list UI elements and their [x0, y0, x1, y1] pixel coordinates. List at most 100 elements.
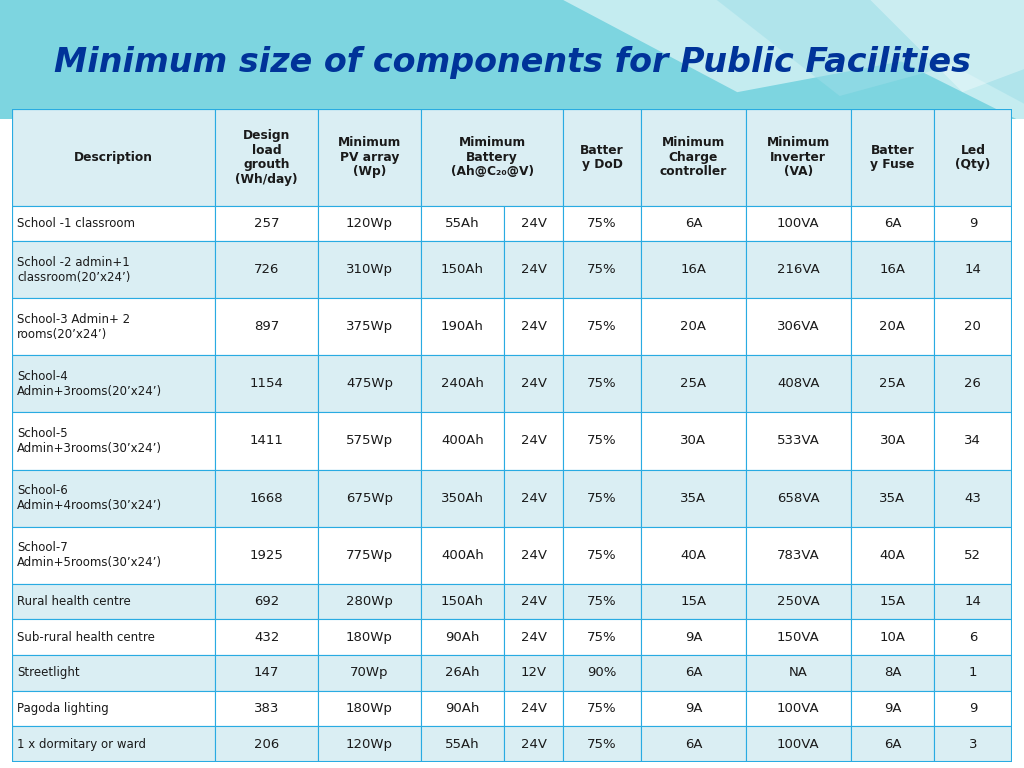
Bar — [641, 690, 745, 727]
Text: 24V: 24V — [520, 737, 547, 750]
Bar — [215, 655, 318, 690]
Bar — [641, 109, 745, 206]
Bar — [745, 469, 851, 527]
Text: 75%: 75% — [588, 263, 616, 276]
Text: 575Wp: 575Wp — [346, 435, 393, 448]
Text: 180Wp: 180Wp — [346, 631, 393, 644]
Text: 150Ah: 150Ah — [441, 595, 484, 608]
Bar — [563, 727, 641, 762]
Text: 15A: 15A — [680, 595, 707, 608]
Bar — [318, 109, 421, 206]
Bar — [934, 299, 1012, 356]
Text: 147: 147 — [254, 666, 280, 679]
Bar — [421, 584, 504, 619]
Text: 20: 20 — [965, 320, 981, 333]
Bar — [215, 299, 318, 356]
Bar — [851, 109, 934, 206]
Bar — [12, 727, 215, 762]
Bar — [934, 356, 1012, 412]
Bar — [934, 527, 1012, 584]
Text: 16A: 16A — [880, 263, 905, 276]
Bar — [318, 527, 421, 584]
Bar — [641, 469, 745, 527]
Bar — [215, 619, 318, 655]
Text: 30A: 30A — [880, 435, 905, 448]
Bar — [641, 655, 745, 690]
Text: 692: 692 — [254, 595, 280, 608]
Bar — [215, 412, 318, 469]
Bar — [563, 527, 641, 584]
Text: 726: 726 — [254, 263, 280, 276]
Text: Sub-rural health centre: Sub-rural health centre — [17, 631, 156, 644]
Bar — [745, 356, 851, 412]
Text: 8A: 8A — [884, 666, 901, 679]
Bar — [851, 690, 934, 727]
Text: 24V: 24V — [520, 631, 547, 644]
Text: 1154: 1154 — [250, 377, 284, 390]
Bar — [215, 241, 318, 299]
Bar — [851, 655, 934, 690]
Bar — [504, 469, 563, 527]
Bar — [12, 619, 215, 655]
Text: 75%: 75% — [588, 492, 616, 505]
Text: 475Wp: 475Wp — [346, 377, 393, 390]
Bar — [851, 527, 934, 584]
Bar — [318, 206, 421, 241]
Text: 14: 14 — [965, 263, 981, 276]
Bar — [215, 109, 318, 206]
Bar — [934, 412, 1012, 469]
Bar — [504, 727, 563, 762]
Bar — [12, 655, 215, 690]
Bar — [934, 109, 1012, 206]
Bar — [563, 655, 641, 690]
Bar — [563, 584, 641, 619]
Text: School -2 admin+1
classroom(20’x24’): School -2 admin+1 classroom(20’x24’) — [17, 256, 131, 284]
Text: Rural health centre: Rural health centre — [17, 595, 131, 608]
Bar — [745, 655, 851, 690]
Bar — [0, 0, 1024, 119]
Bar — [318, 619, 421, 655]
Bar — [745, 527, 851, 584]
Bar — [504, 584, 563, 619]
Text: School-6
Admin+4rooms(30’x24’): School-6 Admin+4rooms(30’x24’) — [17, 484, 163, 512]
Bar — [318, 299, 421, 356]
Bar — [641, 619, 745, 655]
Text: 1: 1 — [969, 666, 977, 679]
Text: 432: 432 — [254, 631, 280, 644]
Polygon shape — [717, 0, 1024, 104]
Text: 75%: 75% — [588, 320, 616, 333]
Polygon shape — [870, 0, 1024, 92]
Text: 897: 897 — [254, 320, 280, 333]
Bar — [934, 727, 1012, 762]
Text: 20A: 20A — [680, 320, 707, 333]
Text: Minimum
PV array
(Wp): Minimum PV array (Wp) — [338, 137, 401, 178]
Bar — [318, 241, 421, 299]
Text: Batter
y Fuse: Batter y Fuse — [870, 144, 914, 171]
Bar — [504, 299, 563, 356]
Text: 34: 34 — [965, 435, 981, 448]
Text: 6A: 6A — [884, 737, 901, 750]
Text: 16A: 16A — [680, 263, 707, 276]
Text: 90%: 90% — [588, 666, 616, 679]
Bar — [318, 690, 421, 727]
Bar — [421, 727, 504, 762]
Bar — [421, 690, 504, 727]
Text: 40A: 40A — [681, 548, 707, 561]
Bar — [934, 690, 1012, 727]
Text: 75%: 75% — [588, 631, 616, 644]
Bar — [504, 655, 563, 690]
Text: Description: Description — [75, 151, 154, 164]
Bar — [421, 655, 504, 690]
Text: 25A: 25A — [880, 377, 905, 390]
Bar — [745, 619, 851, 655]
Text: 1925: 1925 — [250, 548, 284, 561]
Bar — [745, 299, 851, 356]
Text: 35A: 35A — [680, 492, 707, 505]
Bar — [504, 619, 563, 655]
Bar — [641, 412, 745, 469]
Text: 75%: 75% — [588, 548, 616, 561]
Bar — [641, 584, 745, 619]
Text: 26Ah: 26Ah — [445, 666, 479, 679]
Text: 75%: 75% — [588, 595, 616, 608]
Text: 257: 257 — [254, 217, 280, 230]
